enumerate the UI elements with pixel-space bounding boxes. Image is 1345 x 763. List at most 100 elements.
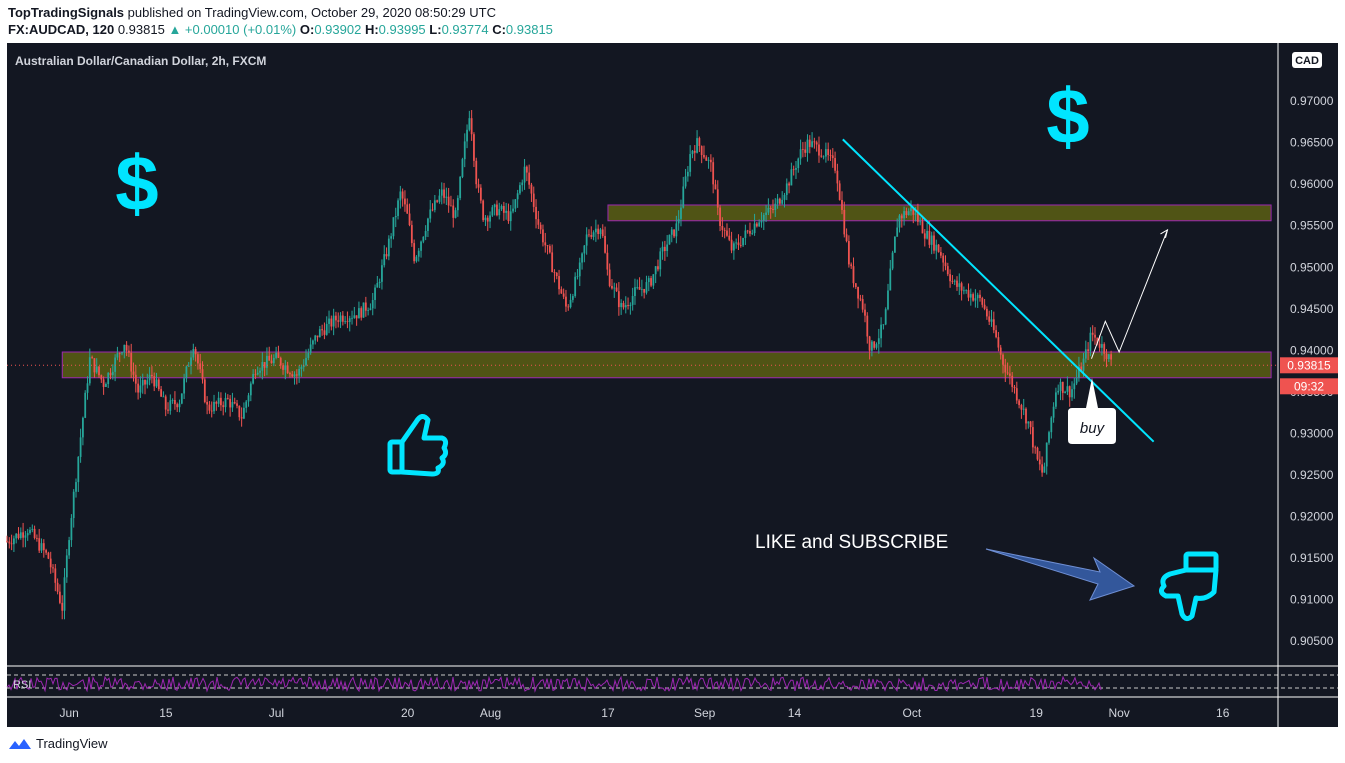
candle-body	[815, 142, 818, 145]
candle-body	[114, 357, 117, 372]
candle-body	[1055, 392, 1057, 407]
time-badge-label: 09:32	[1294, 379, 1324, 393]
candle-body	[450, 205, 452, 207]
cta-text: LIKE and SUBSCRIBE	[755, 532, 948, 553]
candle-body	[118, 353, 121, 355]
candle-body	[295, 374, 298, 376]
candle-body	[539, 224, 542, 230]
candle-body	[691, 150, 694, 155]
candle-body	[148, 374, 151, 381]
candle-body	[620, 303, 623, 308]
candle-body	[1041, 464, 1044, 473]
candle-body	[243, 407, 245, 419]
candle-body	[714, 184, 717, 190]
candle-body	[974, 298, 977, 301]
candle-body	[318, 329, 321, 338]
candle-body	[473, 134, 475, 161]
candle-body	[452, 205, 455, 218]
candle-body	[684, 176, 687, 187]
candle-body	[422, 236, 425, 242]
candle-body	[1075, 377, 1078, 384]
candle-body	[63, 577, 66, 611]
candle-body	[1027, 421, 1030, 424]
candle-body	[576, 276, 579, 278]
candle-body	[1034, 447, 1037, 449]
x-tick-label: 15	[159, 706, 173, 720]
candle-body	[206, 401, 209, 405]
candle-body	[155, 379, 158, 387]
candle-body	[29, 529, 31, 534]
candle-body	[364, 302, 367, 311]
candle-body	[887, 290, 889, 310]
chart-frame[interactable]	[7, 43, 1338, 727]
candle-body	[949, 274, 951, 282]
candle-body	[875, 344, 878, 348]
candle-body	[1094, 334, 1096, 338]
candle-body	[65, 555, 68, 578]
candle-body	[560, 289, 563, 294]
candle-body	[302, 365, 305, 368]
candle-body	[26, 533, 29, 536]
candle-body	[657, 266, 659, 270]
candle-body	[68, 540, 71, 556]
candle-body	[1078, 366, 1080, 378]
candle-body	[507, 210, 510, 222]
candle-body	[668, 234, 671, 245]
candle-body	[362, 302, 365, 318]
candle-body	[841, 199, 843, 210]
candle-body	[77, 456, 80, 483]
candle-body	[286, 365, 289, 374]
candle-body	[663, 246, 666, 251]
candle-body	[367, 310, 370, 311]
candle-body	[884, 309, 887, 325]
candle-body	[732, 243, 735, 251]
candle-body	[19, 532, 22, 539]
candle-body	[686, 171, 689, 177]
author-name[interactable]: TopTradingSignals	[8, 5, 125, 20]
candle-body	[335, 315, 337, 321]
candle-body	[498, 209, 501, 216]
candle-body	[52, 567, 54, 569]
candle-body	[144, 379, 146, 385]
candle-body	[829, 155, 832, 156]
candle-body	[105, 383, 107, 387]
candle-body	[834, 158, 836, 171]
candle-body	[866, 315, 869, 337]
candle-body	[944, 262, 947, 267]
candle-body	[898, 215, 901, 228]
candle-body	[640, 288, 643, 290]
candle-body	[397, 200, 399, 217]
candle-body	[222, 405, 225, 408]
candle-body	[358, 308, 360, 319]
candle-body	[1103, 344, 1106, 354]
candle-body	[1068, 386, 1071, 398]
footer-brand[interactable]: TradingView	[36, 736, 108, 751]
candle-body	[201, 369, 204, 380]
candle-body	[995, 330, 998, 338]
candle-body	[463, 141, 466, 160]
y-tick-label: 0.96000	[1290, 177, 1334, 191]
candle-body	[542, 229, 544, 243]
candle-body	[882, 324, 885, 326]
candle-body	[969, 294, 972, 298]
candle-body	[847, 241, 850, 265]
candle-body	[758, 222, 761, 227]
candle-body	[960, 283, 963, 291]
candle-body	[638, 287, 641, 290]
candle-body	[1006, 372, 1009, 374]
candle-body	[187, 365, 190, 367]
y-tick-label: 0.97000	[1290, 94, 1334, 108]
candle-body	[742, 237, 744, 246]
candle-body	[562, 293, 565, 297]
candle-body	[387, 238, 390, 257]
candle-body	[339, 315, 342, 322]
candle-body	[905, 211, 908, 216]
candle-body	[183, 378, 186, 394]
candle-body	[792, 169, 795, 171]
candle-body	[707, 159, 710, 161]
candle-body	[693, 150, 696, 153]
candle-body	[643, 288, 646, 293]
high-label: H:	[364, 22, 379, 37]
candle-body	[903, 211, 905, 219]
